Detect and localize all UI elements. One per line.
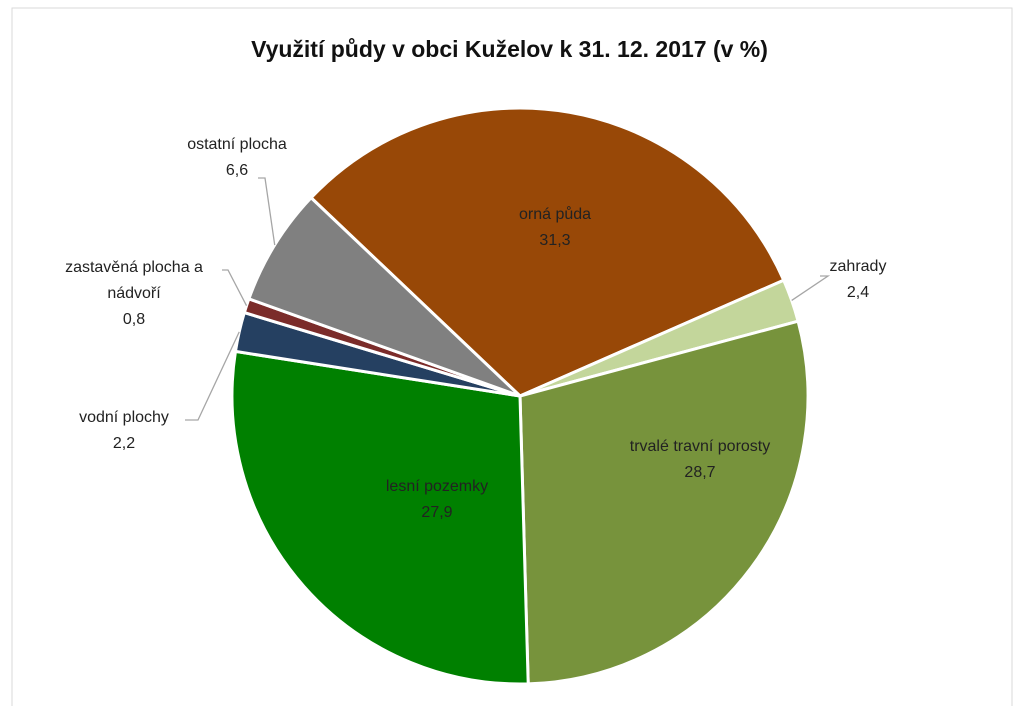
slice-label-value: 2,4 xyxy=(846,284,870,301)
pie-slice xyxy=(308,106,786,398)
pie-slice xyxy=(230,349,530,686)
slice-label: zahrady 2,4 xyxy=(813,254,903,306)
slice-label: lesní pozemky 27,9 xyxy=(386,474,488,526)
chart-title: Využití půdy v obci Kuželov k 31. 12. 20… xyxy=(251,36,768,62)
slice-label-name: lesní pozemky xyxy=(385,478,489,495)
leader-line xyxy=(185,331,240,421)
leader-line xyxy=(791,275,831,301)
slice-label-name: ostatní plocha xyxy=(187,136,287,153)
slice-label-value: 31,3 xyxy=(539,232,571,249)
leader-line xyxy=(258,177,276,246)
slice-label: zastavěná plocha a nádvoří 0,8 xyxy=(39,255,229,333)
slice-label-name: vodní plochy xyxy=(79,409,169,426)
slice-label-name: zastavěná plocha a nádvoří xyxy=(65,259,203,302)
slice-label-name: zahrady xyxy=(829,258,887,275)
slice-label: vodní plochy 2,2 xyxy=(54,405,194,457)
slice-label-value: 27,9 xyxy=(421,504,453,521)
slice-label: ostatní plocha 6,6 xyxy=(162,132,312,184)
leader-line xyxy=(222,269,248,306)
slice-label: orná půda 31,3 xyxy=(519,202,591,254)
chart-border xyxy=(11,7,1013,706)
pie-slice xyxy=(246,195,522,398)
slice-label-name: orná půda xyxy=(518,206,592,223)
slice-label-value: 0,8 xyxy=(122,311,146,328)
slice-label-value: 2,2 xyxy=(112,435,136,452)
slice-label-value: 28,7 xyxy=(684,464,716,481)
slice-label-name: trvalé travní porosty xyxy=(629,438,771,455)
slice-label-value: 6,6 xyxy=(225,162,249,179)
pie-slice xyxy=(518,319,810,686)
slice-label: trvalé travní porosty 28,7 xyxy=(630,434,771,486)
